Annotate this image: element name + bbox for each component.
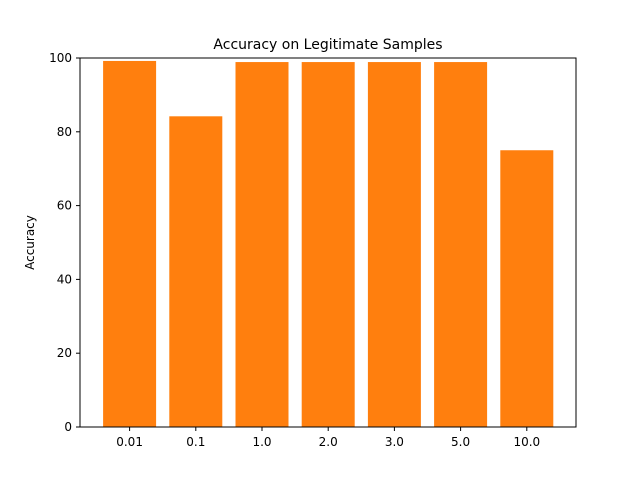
chart-title: Accuracy on Legitimate Samples xyxy=(213,37,442,53)
bar-2.0 xyxy=(301,62,355,428)
y-tick-label: 0 xyxy=(64,420,72,434)
x-tick-label: 10.0 xyxy=(513,435,540,449)
bar-0.01 xyxy=(103,60,157,428)
y-tick-label: 20 xyxy=(57,346,72,360)
x-tick-label: 0.01 xyxy=(116,435,143,449)
y-tick-label: 100 xyxy=(49,51,72,65)
x-tick-label: 5.0 xyxy=(451,435,470,449)
plot-area: 0 20 40 60 80 100 0.01 0.1 1.0 2.0 3.0 5.0 10.0 xyxy=(49,51,577,449)
x-tick-label: 3.0 xyxy=(385,435,404,449)
x-tick-label: 0.1 xyxy=(186,435,205,449)
bars-layer xyxy=(103,60,554,428)
bar-5.0 xyxy=(434,62,488,428)
x-tick-label: 2.0 xyxy=(319,435,338,449)
y-axis-label: Accuracy xyxy=(23,215,37,270)
bar-3.0 xyxy=(367,62,421,428)
bar-1.0 xyxy=(235,62,289,428)
x-tick-label: 1.0 xyxy=(252,435,271,449)
y-tick-label: 60 xyxy=(57,199,72,213)
y-tick-label: 40 xyxy=(57,272,72,286)
y-axis: 0 20 40 60 80 100 xyxy=(49,51,80,434)
y-tick-label: 80 xyxy=(57,125,72,139)
x-axis: 0.01 0.1 1.0 2.0 3.0 5.0 10.0 xyxy=(116,427,540,449)
bar-0.1 xyxy=(169,116,223,427)
bar-10.0 xyxy=(500,150,554,427)
